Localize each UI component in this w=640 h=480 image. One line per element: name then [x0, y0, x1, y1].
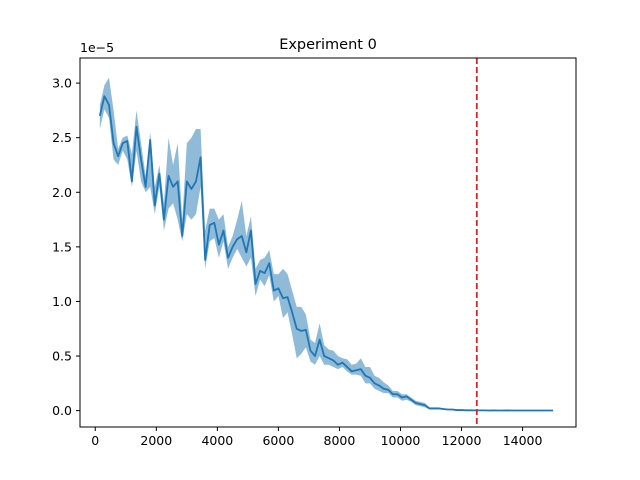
y-tick-label: 1.0 — [52, 294, 72, 309]
axes-frame — [79, 57, 577, 428]
y-tick-label: 0.5 — [52, 349, 72, 364]
y-tick-label: 2.0 — [52, 185, 72, 200]
y-axis-offset-label: 1e−5 — [80, 40, 114, 55]
x-tick-label: 12000 — [442, 433, 482, 448]
y-tick-label: 2.5 — [52, 130, 72, 145]
x-tick-label: 4000 — [201, 433, 233, 448]
x-tick-label: 10000 — [381, 433, 421, 448]
y-tick-label: 1.5 — [52, 239, 72, 254]
y-axis: 0.0 0.5 1.0 1.5 2.0 2.5 3.0 — [52, 76, 80, 418]
x-tick-label: 0 — [91, 433, 99, 448]
x-axis: 0 2000 4000 6000 8000 10000 12000 14000 — [91, 427, 543, 448]
y-tick-label: 0.0 — [52, 403, 72, 418]
y-tick-label: 3.0 — [52, 76, 72, 91]
plot-area — [98, 58, 554, 427]
x-tick-label: 2000 — [140, 433, 172, 448]
chart-title: Experiment 0 — [279, 37, 377, 53]
x-tick-label: 8000 — [324, 433, 356, 448]
x-tick-label: 14000 — [503, 433, 543, 448]
x-tick-label: 6000 — [262, 433, 294, 448]
